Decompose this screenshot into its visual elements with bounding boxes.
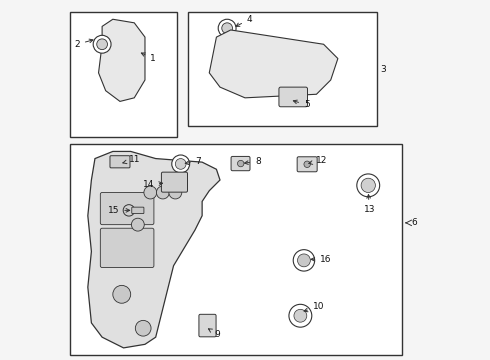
Circle shape — [304, 161, 310, 167]
Circle shape — [238, 160, 244, 167]
Circle shape — [135, 320, 151, 336]
Circle shape — [144, 186, 157, 199]
Polygon shape — [98, 19, 145, 102]
Text: 12: 12 — [309, 156, 328, 165]
FancyBboxPatch shape — [70, 144, 402, 355]
Circle shape — [156, 186, 169, 199]
Text: 6: 6 — [411, 219, 417, 228]
FancyBboxPatch shape — [100, 228, 154, 267]
Circle shape — [123, 204, 135, 216]
Circle shape — [218, 19, 236, 37]
FancyBboxPatch shape — [279, 87, 308, 107]
Circle shape — [289, 304, 312, 327]
Circle shape — [97, 39, 107, 50]
FancyBboxPatch shape — [297, 157, 317, 172]
Circle shape — [361, 178, 375, 193]
Circle shape — [93, 35, 111, 53]
Polygon shape — [209, 30, 338, 98]
Text: 3: 3 — [381, 65, 387, 74]
Text: 13: 13 — [364, 194, 375, 214]
Circle shape — [297, 254, 310, 267]
Circle shape — [293, 249, 315, 271]
Text: 14: 14 — [143, 180, 163, 189]
Text: 7: 7 — [185, 157, 201, 166]
Circle shape — [222, 23, 232, 33]
Circle shape — [172, 155, 190, 173]
FancyBboxPatch shape — [132, 207, 144, 213]
Circle shape — [131, 218, 144, 231]
Text: 9: 9 — [208, 329, 220, 339]
Text: 5: 5 — [294, 100, 310, 109]
FancyBboxPatch shape — [199, 314, 216, 337]
Text: 16: 16 — [311, 255, 332, 264]
Text: 10: 10 — [304, 302, 324, 312]
Circle shape — [175, 158, 186, 169]
Circle shape — [294, 309, 307, 322]
Text: 15: 15 — [108, 206, 130, 215]
Text: 4: 4 — [236, 15, 252, 26]
Circle shape — [169, 186, 182, 199]
FancyBboxPatch shape — [70, 12, 177, 137]
Text: 1: 1 — [141, 53, 156, 63]
FancyBboxPatch shape — [100, 193, 154, 225]
FancyBboxPatch shape — [188, 12, 377, 126]
Text: 11: 11 — [123, 155, 141, 164]
FancyBboxPatch shape — [161, 172, 188, 192]
Text: 2: 2 — [74, 39, 93, 49]
Text: 8: 8 — [245, 157, 261, 166]
Circle shape — [357, 174, 380, 197]
FancyBboxPatch shape — [110, 156, 130, 168]
FancyBboxPatch shape — [231, 157, 250, 171]
Circle shape — [113, 285, 131, 303]
Polygon shape — [88, 152, 220, 348]
